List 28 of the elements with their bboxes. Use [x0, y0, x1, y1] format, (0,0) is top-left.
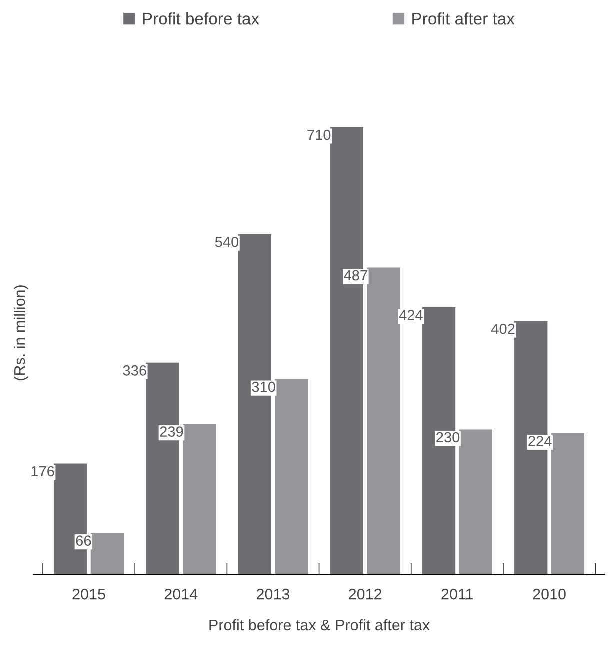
data-label: 310 — [252, 382, 276, 392]
data-label: 230 — [436, 432, 460, 443]
bar — [551, 433, 585, 575]
x-tick-label: 2015 — [72, 588, 106, 600]
data-label: 540 — [215, 236, 239, 248]
bar — [90, 533, 124, 575]
data-label: 336 — [123, 366, 146, 376]
data-label: 239 — [160, 426, 184, 437]
x-tick-label: 2010 — [533, 588, 566, 600]
x-tick-label: 2011 — [442, 588, 474, 600]
bar — [182, 424, 216, 575]
y-axis-title: (Rs. in million) — [14, 286, 28, 380]
legend-label: Profit after tax — [412, 12, 515, 25]
bar — [275, 379, 308, 575]
x-tick-label: 2013 — [257, 588, 290, 600]
data-label: 487 — [344, 270, 368, 281]
data-label: 710 — [308, 130, 331, 140]
bar — [459, 430, 492, 575]
data-label: 424 — [399, 310, 423, 320]
data-label: 224 — [528, 436, 552, 446]
data-label: 402 — [491, 324, 515, 334]
x-axis-title: Profit before tax & Profit after tax — [210, 619, 430, 631]
bar — [367, 268, 400, 575]
legend-label: Profit before tax — [143, 12, 260, 25]
x-tick-label: 2014 — [164, 588, 198, 600]
data-label: 66 — [76, 536, 92, 546]
data-label: 176 — [32, 466, 54, 477]
x-tick-label: 2012 — [349, 588, 382, 600]
